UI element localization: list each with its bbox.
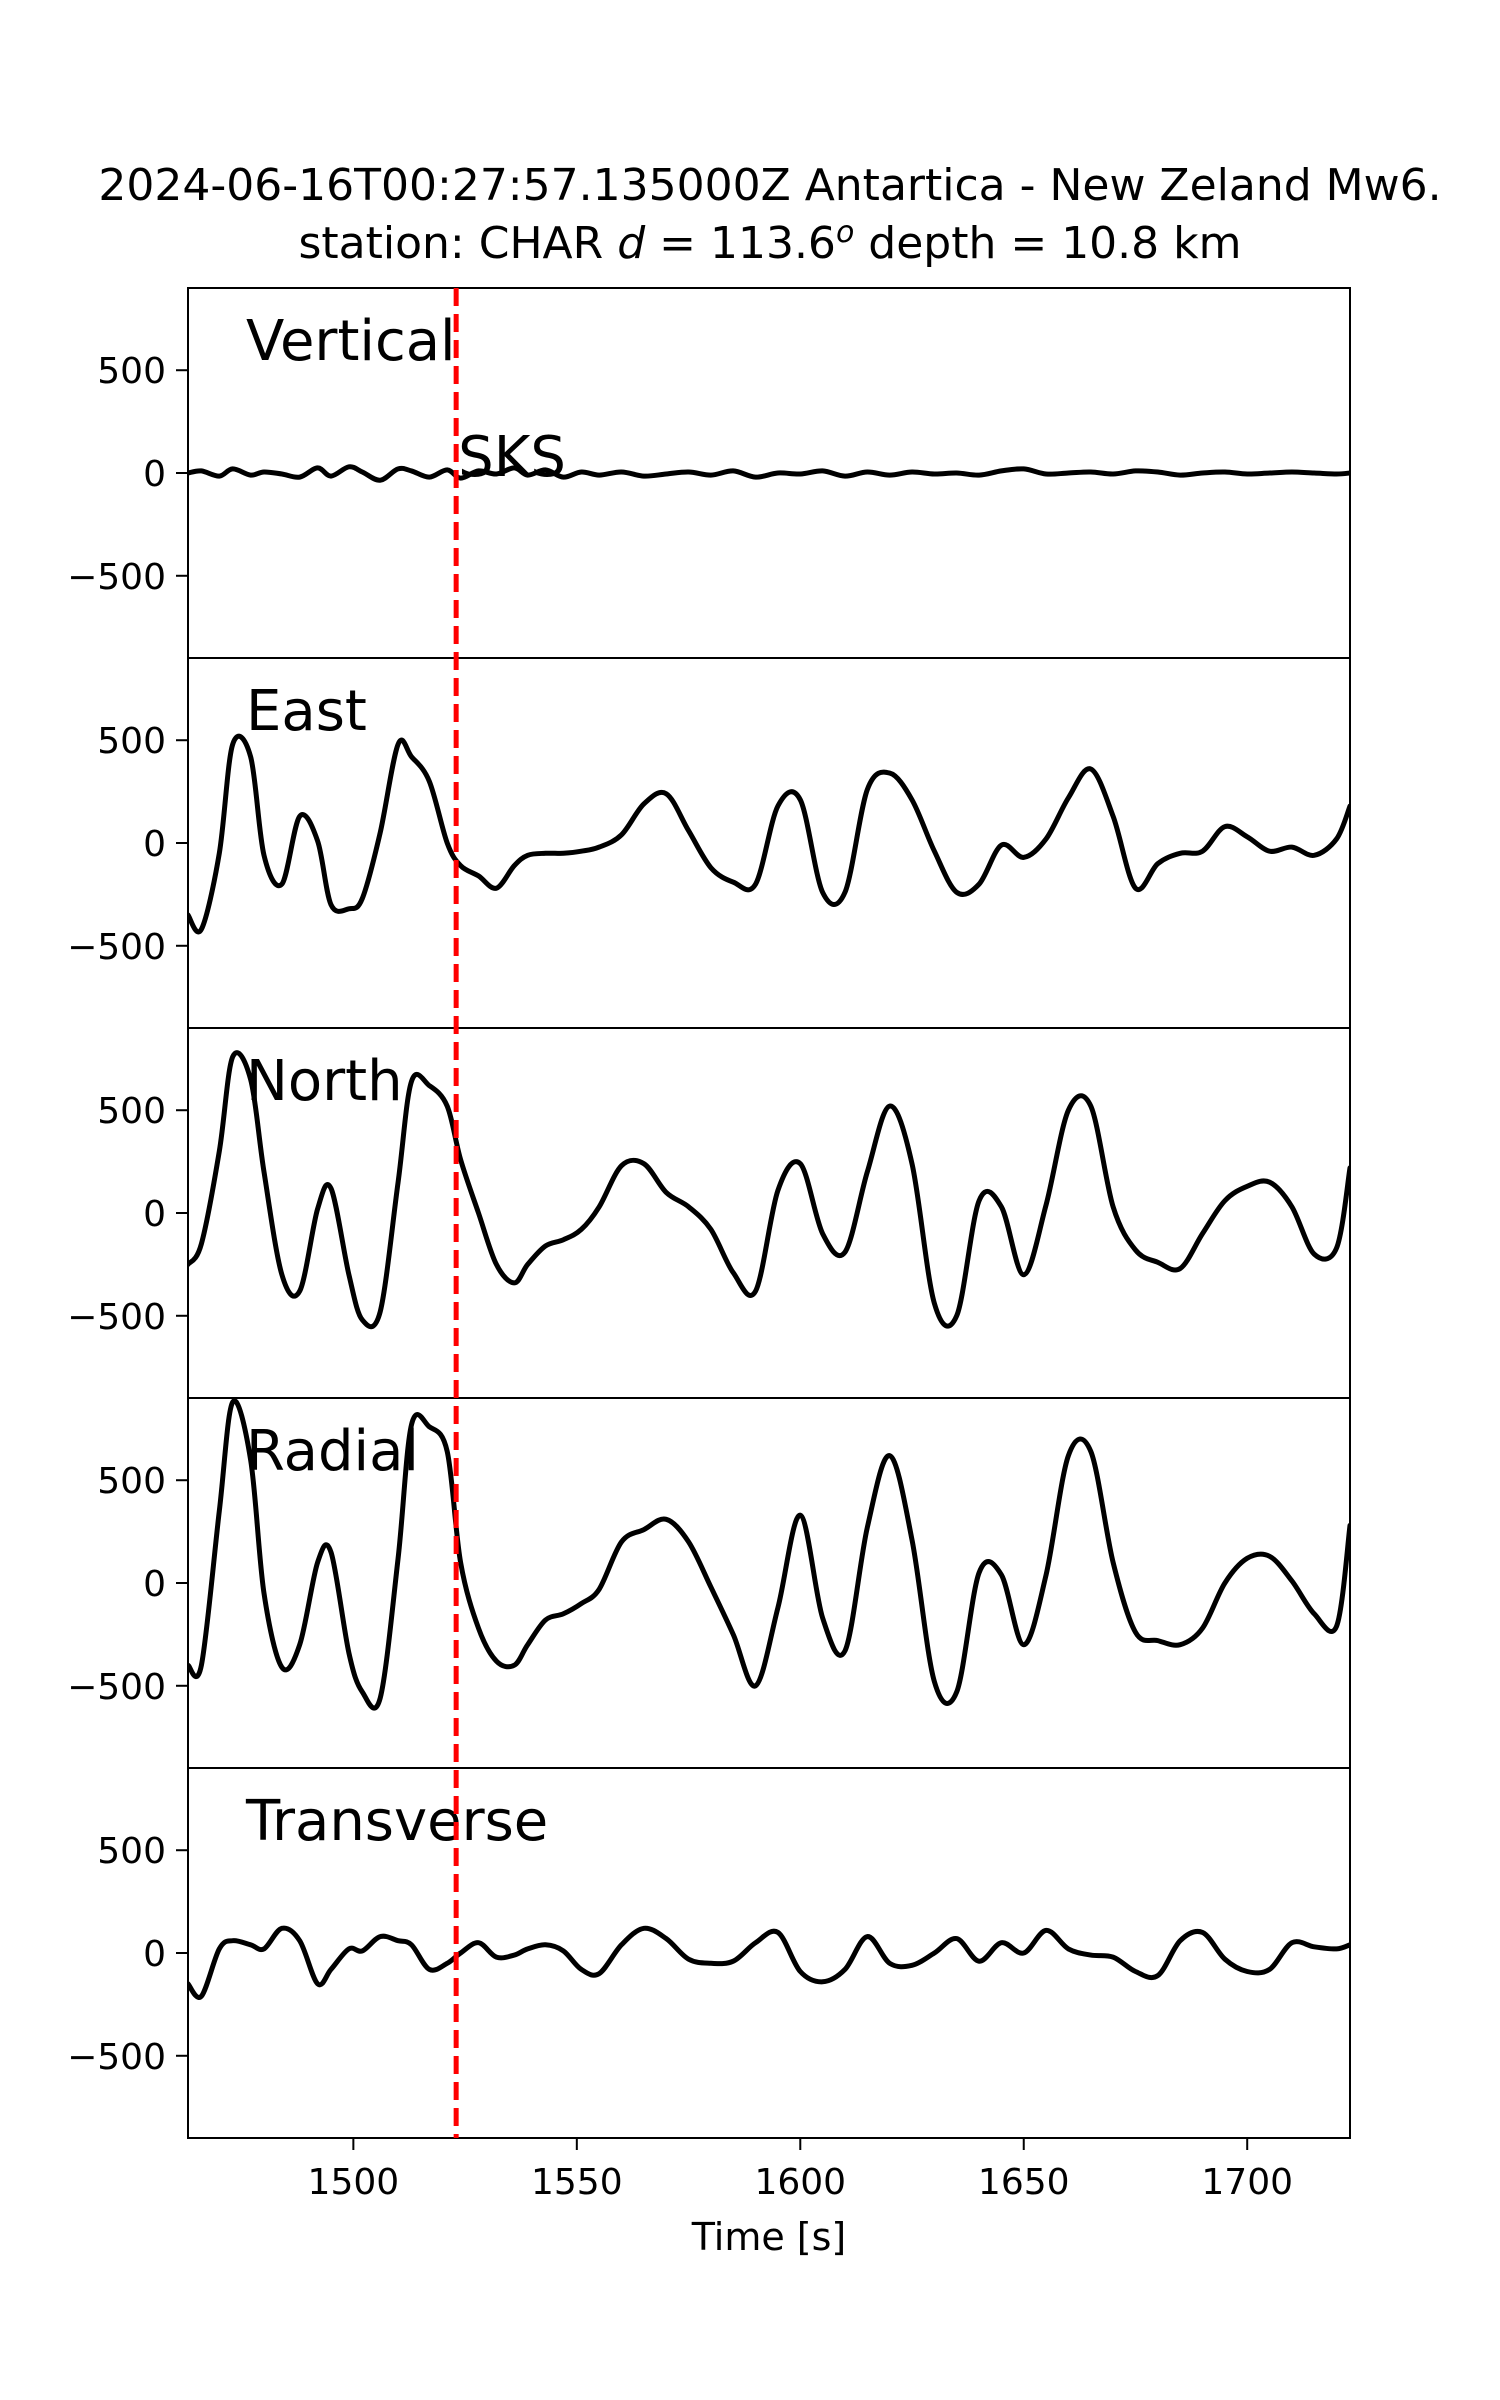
y-tick-label-north-2: −500 xyxy=(67,1297,166,1338)
y-tick-label-north-0: 500 xyxy=(97,1091,166,1132)
trace-east xyxy=(188,733,1350,935)
chart-title: 2024-06-16T00:27:57.135000Z Antartica - … xyxy=(98,160,1441,269)
y-tick-label-transverse-2: −500 xyxy=(67,2037,166,2078)
chart-title-line-2: station: CHAR d = 113.6o depth = 10.8 km xyxy=(298,215,1241,269)
trace-north xyxy=(188,1050,1350,1330)
x-tick-label-2: 1600 xyxy=(754,2162,846,2203)
y-tick-label-east-2: −500 xyxy=(67,927,166,968)
trace-radial xyxy=(188,1398,1350,1711)
y-tick-label-radial-1: 0 xyxy=(143,1564,166,1605)
panel-label-north: North xyxy=(246,1049,403,1114)
y-tick-label-transverse-1: 0 xyxy=(143,1934,166,1975)
x-tick-label-4: 1700 xyxy=(1201,2162,1293,2203)
panel-east: 500 0 −500 East xyxy=(67,657,1351,1029)
panel-label-radial: Radial xyxy=(246,1419,419,1484)
y-tick-label-vertical-1: 0 xyxy=(143,454,166,495)
panels: 500 0 −500 Vertical 500 0 −500 East 500 0 −500 Nort… xyxy=(67,287,1351,2139)
trace-vertical xyxy=(188,464,1350,483)
y-tick-label-east-0: 500 xyxy=(97,721,166,762)
y-tick-label-east-1: 0 xyxy=(143,824,166,865)
y-tick-label-vertical-0: 500 xyxy=(97,351,166,392)
x-tick-label-0: 1500 xyxy=(308,2162,400,2203)
panel-radial: 500 0 −500 Radial xyxy=(67,1397,1351,1769)
phase-label-sks: SKS xyxy=(458,425,566,490)
panel-label-vertical: Vertical xyxy=(246,309,456,374)
trace-transverse xyxy=(188,1925,1350,2000)
x-tick-label-1: 1550 xyxy=(531,2162,623,2203)
panel-label-east: East xyxy=(246,679,367,744)
y-tick-label-radial-0: 500 xyxy=(97,1461,166,1502)
x-tick-label-3: 1650 xyxy=(978,2162,1070,2203)
x-axis-label: Time [s] xyxy=(691,2215,847,2259)
phase-marker: SKS xyxy=(453,288,566,2138)
panel-transverse: 500 0 −500 Transverse xyxy=(67,1767,1351,2139)
panel-vertical: 500 0 −500 Vertical xyxy=(67,287,1351,659)
panel-label-transverse: Transverse xyxy=(245,1789,548,1854)
y-tick-label-vertical-2: −500 xyxy=(67,557,166,598)
chart-title-line-1: 2024-06-16T00:27:57.135000Z Antartica - … xyxy=(98,160,1441,211)
y-tick-label-transverse-0: 500 xyxy=(97,1831,166,1872)
panel-north: 500 0 −500 North xyxy=(67,1027,1351,1399)
y-tick-label-radial-2: −500 xyxy=(67,1667,166,1708)
x-axis: 1500 1550 1600 1650 1700 Time [s] xyxy=(308,2138,1293,2259)
y-tick-label-north-1: 0 xyxy=(143,1194,166,1235)
